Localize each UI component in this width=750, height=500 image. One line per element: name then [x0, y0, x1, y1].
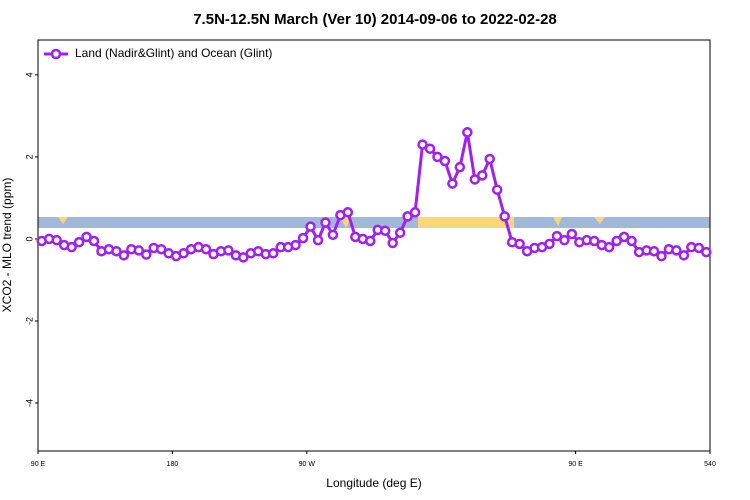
data-point: [589, 235, 600, 247]
data-point: [432, 151, 443, 163]
x-tick-label: 180: [167, 461, 179, 468]
surface-strip-land: [58, 217, 68, 224]
plot-area: -4 -2 0 2 4 90 E 180 90 W 90 E 540: [24, 72, 716, 467]
data-point: [469, 174, 481, 185]
data-point: [603, 241, 615, 253]
data-point: [394, 227, 406, 239]
surface-strip: [38, 217, 710, 228]
data-point: [477, 170, 488, 181]
data-point: [223, 245, 234, 256]
data-point: [648, 245, 660, 257]
data-point: [111, 245, 122, 257]
data-point: [462, 127, 473, 138]
data-point: [297, 232, 309, 244]
data-point: [611, 235, 622, 247]
data-point: [566, 228, 578, 240]
data-point: [267, 248, 279, 259]
x-tick-label: 540: [704, 461, 716, 468]
surface-strip-land: [553, 217, 562, 226]
data-point: [439, 155, 451, 167]
data-point: [656, 250, 667, 262]
data-point: [514, 238, 525, 250]
data-point: [88, 235, 100, 247]
chart-title: 7.5N-12.5N March (Ver 10) 2014-09-06 to …: [193, 11, 557, 28]
data-point: [387, 237, 398, 249]
y-tick-label: 0: [24, 236, 34, 241]
data-point: [73, 236, 85, 248]
data-point: [133, 245, 145, 256]
data-point: [200, 243, 212, 255]
data-point: [409, 207, 421, 218]
data-point: [499, 211, 510, 222]
data-point: [551, 230, 563, 242]
data-point: [320, 217, 331, 228]
data-point: [327, 229, 339, 241]
data-point: [402, 211, 413, 222]
data-point: [424, 143, 436, 154]
data-point: [290, 239, 301, 251]
data-point: [66, 241, 77, 253]
data-point: [118, 250, 130, 261]
y-tick-label: -4: [24, 399, 34, 407]
x-axis-label: Longitude (deg E): [326, 476, 421, 490]
data-point: [342, 207, 354, 218]
plot-frame: [37, 39, 711, 452]
data-point: [51, 234, 62, 246]
data-point: [447, 178, 458, 189]
surface-strip-land: [594, 217, 605, 224]
data-point: [81, 231, 92, 243]
x-tick-label: 90 E: [568, 461, 583, 468]
data-point: [178, 248, 189, 259]
data-point: [559, 234, 570, 246]
data-point: [417, 139, 428, 150]
y-tick-label: -2: [24, 317, 34, 325]
data-point: [678, 250, 690, 261]
data-point: [544, 238, 555, 250]
surface-strip-land: [418, 217, 514, 228]
data-point: [454, 161, 466, 173]
data-point: [312, 234, 324, 246]
data-point: [141, 249, 152, 260]
data-point: [693, 242, 705, 254]
legend-marker: [50, 48, 62, 60]
data-point: [305, 221, 316, 232]
data-point: [238, 252, 249, 263]
data-point: [155, 243, 167, 255]
legend-label: Land (Nadir&Glint) and Ocean (Glint): [75, 46, 272, 60]
data-point: [626, 235, 637, 247]
data-point: [365, 235, 376, 247]
y-axis-label: XCO2 - MLO trend (ppm): [0, 178, 14, 313]
data-point: [484, 153, 495, 165]
x-tick-label: 90 E: [31, 461, 46, 468]
y-tick-label: 2: [24, 154, 34, 159]
x-tick-label: 90 W: [299, 461, 316, 468]
y-tick-label: 4: [24, 72, 34, 77]
data-point: [491, 184, 503, 195]
data-point: [701, 246, 712, 258]
data-point: [379, 225, 391, 236]
data-point: [618, 231, 630, 243]
data-point: [671, 245, 682, 256]
